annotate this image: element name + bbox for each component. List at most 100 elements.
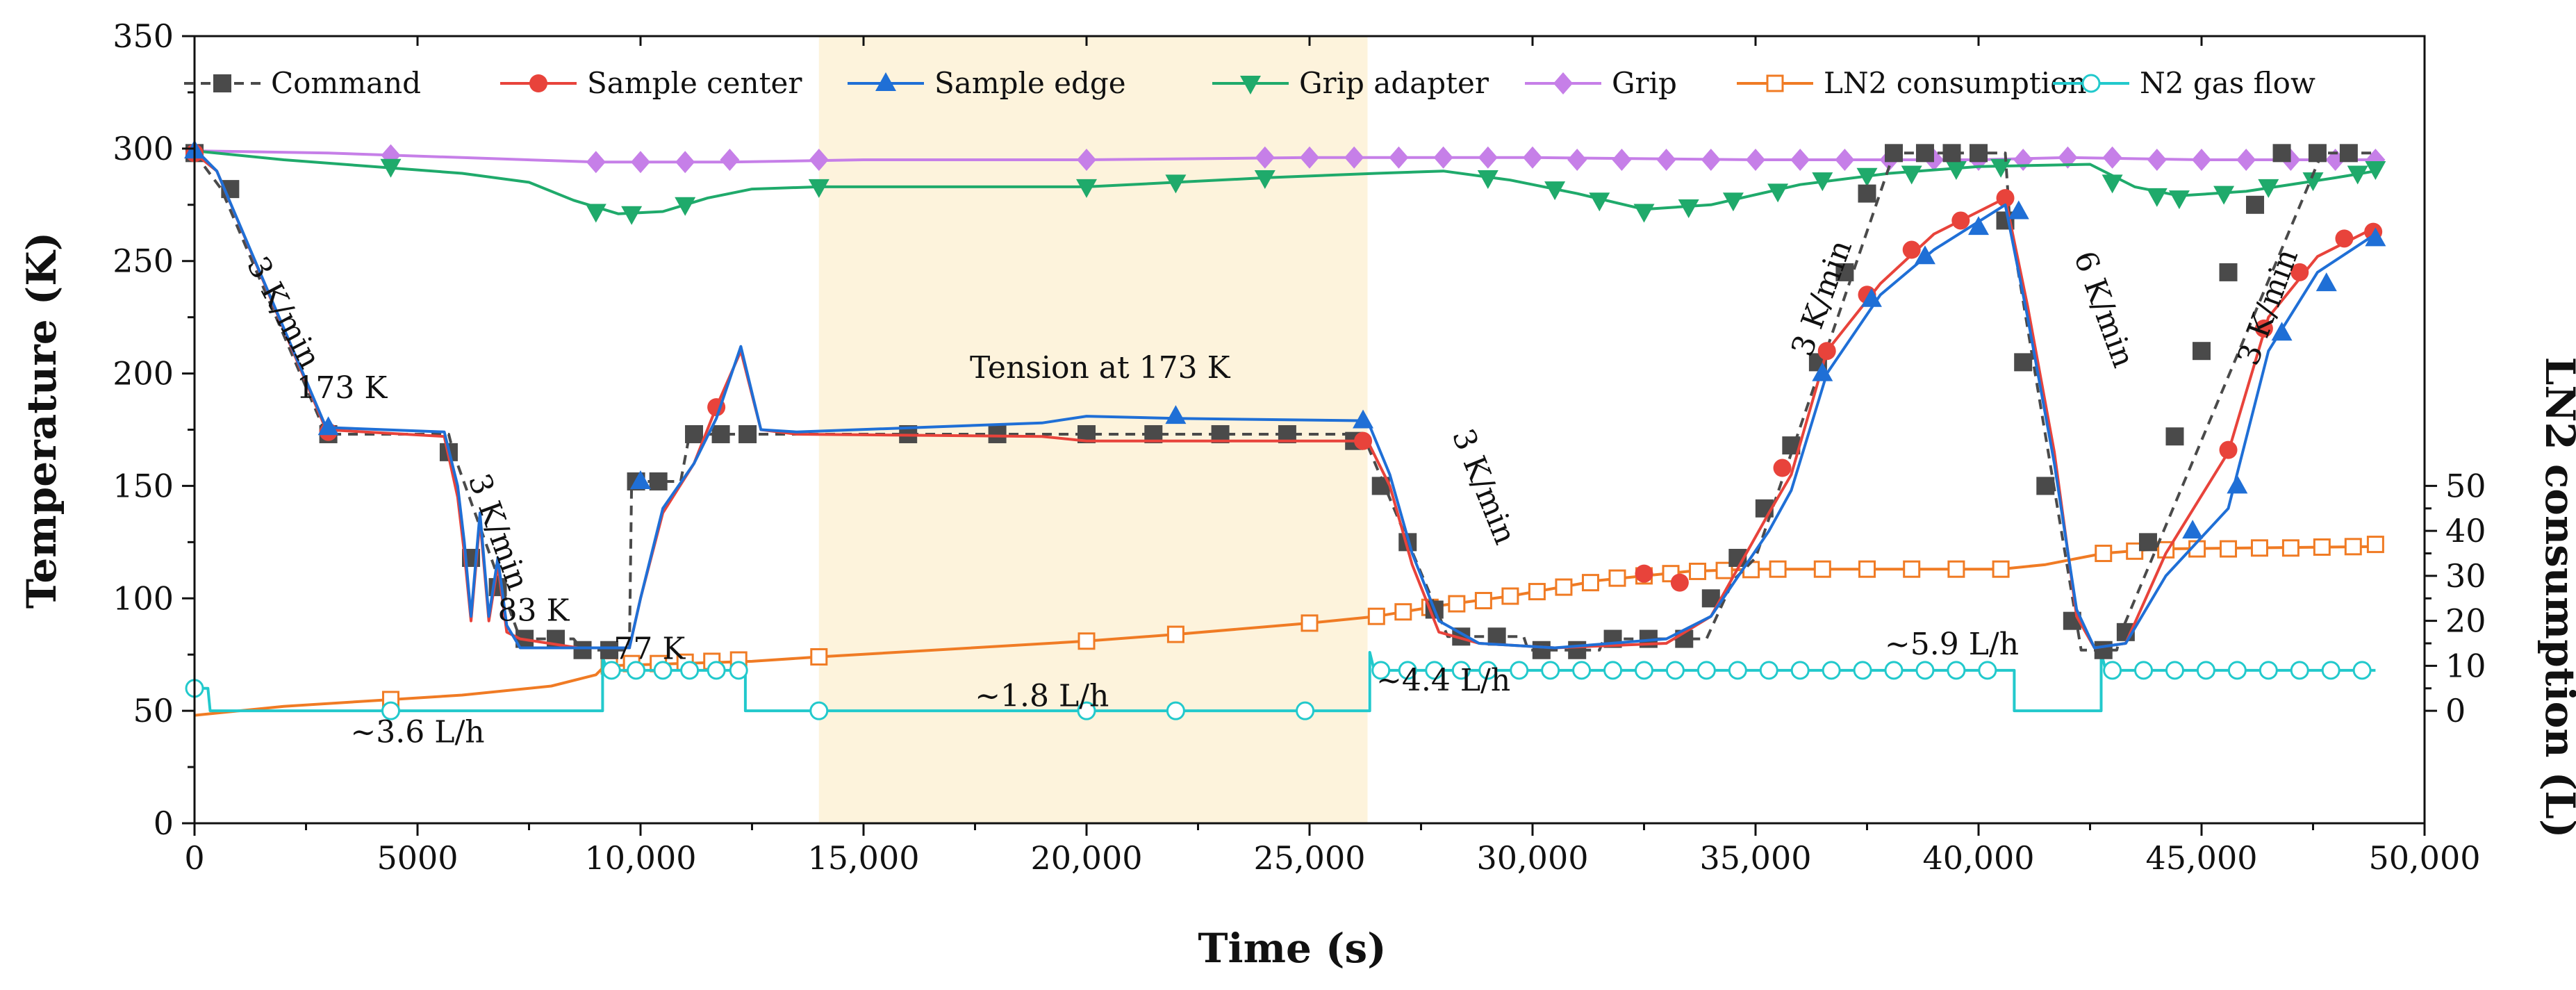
series-command-point [2165,427,2184,446]
series-sample-center-point [1670,573,1689,592]
annotation-label: ~5.9 L/h [1885,627,2019,662]
legend-item-ln2-consumption-label: LN2 consumption [1824,66,2087,100]
series-grip-adapter-point [1812,172,1833,192]
legend-item-sample-center-label: Sample center [587,66,802,100]
series-grip-adapter-point [621,206,643,225]
series-n2-gas-flow-point [1371,661,1391,680]
series-grip-adapter-point [2146,188,2168,207]
series-grip-adapter-point [2365,160,2386,180]
series-n2-gas-flow-point [2259,661,2278,680]
series-grip [194,144,2386,174]
y2-tick-label: 50 [2445,467,2486,504]
series-ln2-consumption-point [2344,538,2362,556]
legend-item-n2-gas-flow-label: N2 gas flow [2140,66,2315,100]
series-ln2-consumption-point [1078,632,1096,650]
series-sample-edge-point [317,416,339,436]
series-grip-point [2058,146,2078,169]
series-sample-center-point [1996,189,2015,208]
y-tick-label: 350 [113,17,174,55]
series-sample-center-point [1817,342,1836,361]
y-tick-label: 100 [113,579,174,617]
series-ln2-consumption-point [1858,560,1876,578]
series-n2-gas-flow-point [1510,661,1529,680]
series-n2-gas-flow-point [2290,661,2309,680]
annotation-label: 77 K [613,632,686,667]
series-ln2-consumption-point [1947,560,1965,578]
annotation-label: 173 K [296,370,388,406]
series-sample-edge-point [2315,272,2337,292]
x-tick-label: 0 [184,839,204,877]
series-sample-edge-point [1914,245,1935,265]
series-sample-edge-point [2365,227,2386,247]
series-command-point [1942,144,1961,163]
series-grip-point [1255,146,1275,169]
series-sample-center-point [2219,440,2238,459]
annotation-label: ~4.4 L/h [1376,663,1510,698]
series-sample-edge-point [1860,288,1882,307]
y-axis-title: Temperature (K) [18,232,65,609]
series-grip-adapter-point [2213,185,2235,205]
series-grip-adapter-point [1477,170,1498,189]
series-sample-edge-point [1968,216,1989,236]
series-grip-adapter-point [585,204,606,223]
series-grip-adapter-point [1901,165,1922,185]
series-n2-gas-flow-point [1166,701,1185,720]
series-grip-point [1790,149,1810,172]
series-grip-point [2236,149,2256,172]
series-sample-center-point [2254,319,2273,338]
series-grip-adapter [194,149,2386,225]
legend-item-ln2-consumption: LN2 consumption [1737,66,2087,100]
annotation-label: ~1.8 L/h [975,679,1109,714]
series-n2-gas-flow-line [195,651,2376,713]
series-grip-point [1612,149,1632,172]
series-ln2-consumption-point [1903,560,1921,578]
axes-layer: 0 5000 10,000 15,000 20,000 25,000 30,000 35,00… [113,17,2486,877]
series-command-point [711,424,730,443]
series-n2-gas-flow-point [1696,661,1716,680]
series-n2-gas-flow-point [1077,701,1096,720]
series-n2-gas-flow-point [1665,661,1685,680]
series-n2-gas-flow-point [1947,661,1966,680]
series-command-point [2246,195,2265,214]
series-n2-gas-flow-point [1572,661,1592,680]
annotation-label: ~3.6 L/h [350,714,484,750]
series-n2-gas-flow-point [1915,661,1935,680]
series-command-point [2036,477,2055,495]
series-grip-adapter-point [1767,183,1789,203]
series-n2-gas-flow-point [2134,661,2154,680]
series-layer [184,140,2386,720]
series-sample-edge-point [630,470,651,489]
series-ln2-consumption-point [810,647,828,666]
series-sample-center-point [1354,431,1373,450]
series-n2-gas-flow-point [1478,661,1498,680]
series-n2-gas-flow-point [2165,661,2184,680]
series-n2-gas-flow-point [1635,661,1653,680]
series-grip-adapter-point [675,197,696,216]
legend-item-sample-edge-label: Sample edge [934,66,1126,100]
series-n2-gas-flow-point [1853,661,1872,680]
series-n2-gas-flow-point [2196,661,2215,680]
legend-item-grip-adapter: Grip adapter [1212,66,1489,100]
y-tick-label: 250 [113,242,174,280]
y-tick-label: 0 [154,805,174,842]
series-grip-adapter-point [1945,160,1967,180]
series-ln2-consumption-point [1474,592,1492,610]
series-grip-point [1300,146,1319,169]
legend: Command Sample center Sample edge Grip adap… [184,66,2315,100]
series-command-point [649,472,668,490]
x-axis-title: Time (s) [1198,925,1386,972]
legend-item-grip-adapter-swatch-marker [1240,76,1261,94]
annotation-label: 83 K [497,593,570,629]
series-grip-adapter-point [1544,181,1566,201]
legend-item-grip: Grip [1525,66,1677,100]
x-tick-label: 40,000 [1923,839,2035,877]
series-grip-point [809,149,829,172]
series-n2-gas-flow-point [627,661,646,680]
series-grip-adapter-point [1254,170,1275,189]
series-grip-point [1389,146,1409,169]
series-grip-point [1077,149,1096,172]
series-sample-edge-point [1353,409,1374,429]
legend-item-sample-edge: Sample edge [848,66,1126,100]
series-grip-adapter-point [2168,190,2190,210]
